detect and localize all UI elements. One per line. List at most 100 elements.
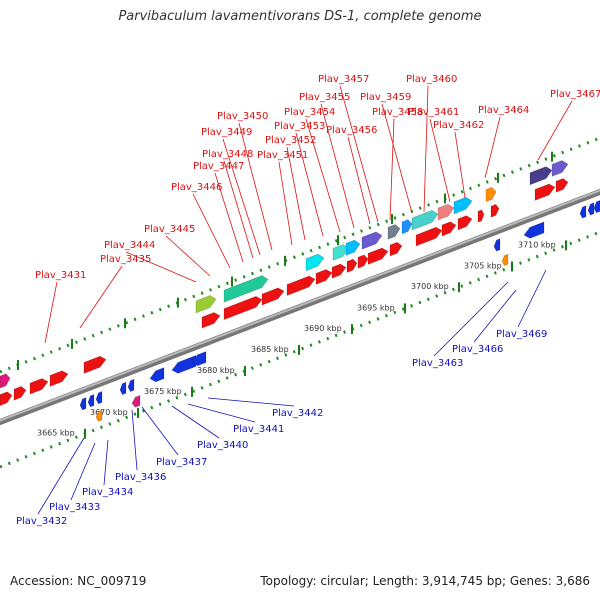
reverse-gene-arrow (127, 378, 135, 392)
reverse-gene-block (501, 253, 509, 266)
gene-arrow (131, 394, 141, 408)
reverse-gene-arrow (95, 391, 103, 405)
gene-label-bottom: Plav_3463 (412, 358, 463, 369)
gene-label-top: Plav_3459 (360, 92, 411, 103)
label-leader-line (305, 118, 341, 233)
forward-gene-arrow (367, 247, 389, 265)
gene-label-top: Plav_3467 (550, 89, 600, 100)
backbone-line (0, 188, 600, 426)
gene-label-top: Plav_3453 (274, 121, 325, 132)
gene-arrow (315, 269, 333, 285)
forward-gene-block (551, 160, 569, 177)
gene-label-top: Plav_3455 (299, 92, 350, 103)
reverse-gene-arrow (171, 354, 197, 374)
gene-arrow (401, 219, 413, 235)
forward-gene-arrow (346, 258, 358, 273)
gene-label-top: Plav_3458 (372, 107, 423, 118)
label-leader-line (295, 132, 324, 237)
gene-label-bottom: Plav_3469 (496, 329, 547, 340)
reverse-gene-arrow (523, 221, 545, 239)
label-leader-line (171, 405, 220, 439)
gene-arrow (523, 221, 545, 239)
forward-gene-block (485, 186, 497, 203)
ruler-tick-label: 3680 kbp (197, 366, 235, 375)
gene-arrow (477, 209, 485, 223)
gene-arrow (534, 183, 556, 201)
forward-gene-arrow (415, 226, 443, 247)
label-leader-line (187, 403, 256, 423)
label-leader-line (37, 437, 85, 515)
reverse-gene-block (131, 394, 141, 408)
forward-gene-block (361, 231, 383, 250)
forward-gene-arrow (0, 391, 13, 406)
gene-arrow (346, 258, 358, 273)
gene-arrow (389, 241, 403, 257)
forward-gene-block (437, 203, 455, 221)
forward-gene-block (411, 210, 439, 231)
ruler-tick-label: 3685 kbp (251, 345, 289, 354)
gene-label-top: Plav_3435 (100, 254, 151, 265)
forward-gene-block (453, 196, 473, 215)
label-leader-line (192, 193, 231, 269)
gene-arrow (441, 221, 457, 237)
label-leader-line (141, 406, 179, 456)
genome-info-text: Topology: circular; Length: 3,914,745 bp… (260, 574, 590, 588)
gene-arrow (83, 355, 107, 374)
label-leader-line (320, 103, 355, 229)
gene-label-top: Plav_3451 (257, 150, 308, 161)
forward-gene-arrow (441, 221, 457, 237)
label-leader-line (70, 442, 96, 501)
ruler-tick-label: 3690 kbp (304, 324, 342, 333)
reverse-gene-arrow (191, 351, 207, 367)
gene-arrow (345, 239, 361, 256)
gene-label-top: Plav_3460 (406, 74, 457, 85)
gene-label-bottom: Plav_3432 (16, 516, 67, 527)
gene-label-top: Plav_3456 (326, 125, 377, 136)
label-leader-line (44, 281, 58, 344)
gene-label-top: Plav_3457 (318, 74, 369, 85)
reverse-gene-arrow (149, 367, 165, 383)
ruler-tick-label: 3670 kbp (90, 408, 128, 417)
gene-arrow (387, 224, 401, 240)
gene-arrow (411, 210, 439, 231)
forward-gene-arrow (83, 355, 107, 374)
gene-arrow (490, 204, 500, 218)
forward-gene-block (401, 219, 413, 235)
gene-label-bottom: Plav_3442 (272, 408, 323, 419)
ruler-tick-label: 3705 kbp (464, 261, 502, 270)
gene-arrow (201, 312, 221, 329)
gene-arrow (501, 253, 509, 266)
forward-gene-arrow (357, 254, 369, 269)
gene-arrow (13, 386, 27, 401)
label-leader-line (517, 269, 547, 328)
gene-arrow (357, 254, 369, 269)
forward-gene-arrow (223, 296, 263, 321)
gene-arrow (223, 275, 269, 303)
label-leader-line (484, 116, 501, 179)
forward-gene-block (305, 253, 325, 272)
gene-label-top: Plav_3445 (144, 224, 195, 235)
gene-label-bottom: Plav_3440 (197, 440, 248, 451)
label-leader-line (131, 409, 138, 471)
forward-gene-arrow (201, 312, 221, 329)
forward-gene-arrow (389, 241, 403, 257)
gene-arrow (587, 202, 595, 216)
ruler-tick-label: 3695 kbp (357, 303, 395, 312)
gene-arrow (367, 247, 389, 265)
forward-gene-arrow (457, 215, 473, 231)
gene-arrow (127, 378, 135, 392)
gene-arrow (29, 378, 49, 395)
forward-gene-block (529, 166, 553, 186)
label-leader-line (278, 161, 293, 246)
gene-arrow (87, 394, 95, 408)
forward-gene-block (223, 275, 269, 303)
gene-arrow (437, 203, 455, 221)
label-leader-line (222, 138, 261, 256)
forward-gene-arrow (477, 209, 485, 223)
backbone-highlight (0, 189, 600, 422)
label-leader-line (339, 85, 379, 223)
gene-label-top: Plav_3444 (104, 240, 155, 251)
label-leader-line (433, 281, 509, 357)
gene-label-top: Plav_3462 (433, 120, 484, 131)
gene-arrow (415, 226, 443, 247)
